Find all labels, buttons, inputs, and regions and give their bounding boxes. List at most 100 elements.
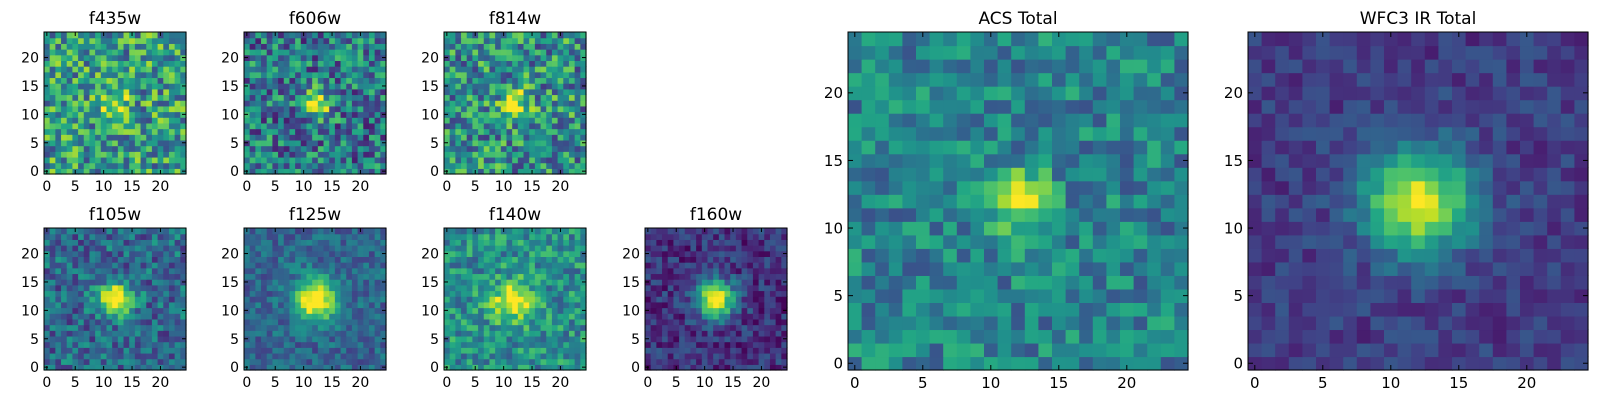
heatmap-cell (140, 43, 147, 50)
heatmap-cell (551, 111, 559, 118)
heatmap-cell (775, 301, 782, 309)
heatmap-cell (106, 267, 113, 275)
heatmap-cell (506, 267, 513, 275)
heatmap-cell (151, 330, 159, 337)
heatmap-cell (72, 279, 79, 286)
heatmap-cell (346, 352, 353, 360)
heatmap-cell (483, 128, 491, 135)
heatmap-cell (713, 318, 720, 326)
heatmap-cell (1052, 261, 1067, 276)
heatmap-cell (489, 250, 496, 257)
heatmap-cell (157, 256, 164, 263)
heatmap-cell (769, 352, 777, 360)
heatmap-cell (461, 77, 468, 84)
plot-frame (243, 227, 387, 371)
heatmap-cell (466, 111, 473, 118)
heatmap-cell (249, 156, 256, 164)
heatmap-cell (112, 279, 119, 286)
heatmap-cell (123, 117, 130, 124)
heatmap-cell (546, 37, 553, 44)
heatmap-cell (306, 37, 313, 44)
heatmap-cell (568, 364, 576, 371)
heatmap-cell (146, 318, 153, 326)
heatmap-cell (495, 233, 502, 240)
heatmap-cell (523, 307, 530, 314)
heatmap-cell (775, 279, 782, 286)
heatmap-cell (300, 37, 308, 44)
heatmap-cell (168, 168, 176, 175)
heatmap-cell (718, 318, 726, 326)
plot-frame (43, 31, 187, 175)
heatmap-cell (66, 245, 73, 252)
x-tick-label: 10 (95, 179, 113, 195)
heatmap-cell (106, 151, 113, 158)
heatmap-cell (300, 267, 308, 275)
heatmap-cell (255, 43, 262, 50)
heatmap-cell (289, 318, 296, 326)
heatmap-cell (551, 301, 559, 309)
heatmap-cell (168, 83, 176, 90)
heatmap-cell (55, 301, 62, 309)
heatmap-cell (380, 273, 387, 280)
heatmap-cell (563, 77, 570, 84)
heatmap-cell (306, 233, 313, 240)
heatmap-cell (261, 330, 268, 337)
heatmap-cell (351, 347, 359, 354)
heatmap-cell (662, 352, 669, 360)
heatmap-cell (83, 262, 91, 269)
heatmap-cell (134, 111, 142, 118)
y-tick-label: 15 (21, 79, 39, 95)
heatmap-cell (455, 100, 462, 107)
heatmap-cell (1011, 288, 1026, 303)
heatmap-cell (323, 347, 330, 354)
heatmap-cell (346, 100, 353, 107)
heatmap-cell (146, 49, 153, 56)
heatmap-cell (374, 228, 381, 235)
heatmap-cell (289, 122, 296, 130)
heatmap-cell (146, 233, 153, 240)
heatmap-cell (984, 342, 999, 358)
heatmap-cell (449, 162, 456, 169)
heatmap-cell (1160, 356, 1175, 371)
heatmap-cell (764, 341, 771, 348)
heatmap-cell (902, 356, 917, 371)
heatmap-cell (83, 32, 91, 39)
heatmap-cell (112, 100, 119, 107)
heatmap-cell (244, 290, 251, 297)
heatmap-cell (244, 71, 251, 79)
heatmap-cell (466, 313, 473, 320)
heatmap-cell (117, 111, 125, 118)
heatmap-cell (363, 77, 370, 84)
heatmap-cell (489, 100, 496, 107)
heatmap-cell (255, 335, 262, 343)
heatmap-cell (662, 267, 669, 275)
heatmap-cell (478, 267, 485, 275)
heatmap-cell (478, 128, 485, 135)
heatmap-cell (529, 60, 536, 67)
heatmap-cell (916, 261, 931, 276)
heatmap-cell (540, 168, 547, 175)
heatmap-cell (83, 128, 91, 135)
heatmap-cell (701, 239, 709, 246)
heatmap-cell (66, 330, 73, 337)
heatmap-cell (100, 301, 108, 309)
heatmap-cell (741, 284, 748, 292)
heatmap-cell (168, 341, 176, 348)
heatmap-cell (278, 111, 285, 118)
heatmap-cell (551, 267, 559, 275)
heatmap-cell (300, 330, 308, 337)
heatmap-cell (117, 122, 125, 130)
heatmap-cell (346, 105, 353, 113)
heatmap-cell (317, 111, 325, 118)
heatmap-cell (95, 49, 102, 56)
heatmap-cell (329, 245, 336, 252)
heatmap-cell (534, 290, 542, 297)
heatmap-cell (106, 117, 113, 124)
heatmap-cell (129, 49, 136, 56)
heatmap-cell (300, 134, 308, 141)
heatmap-cell (134, 43, 142, 50)
heatmap-cell (483, 250, 491, 257)
heatmap-cell (89, 151, 96, 158)
heatmap-cell (574, 301, 581, 309)
heatmap-cell (112, 88, 119, 96)
